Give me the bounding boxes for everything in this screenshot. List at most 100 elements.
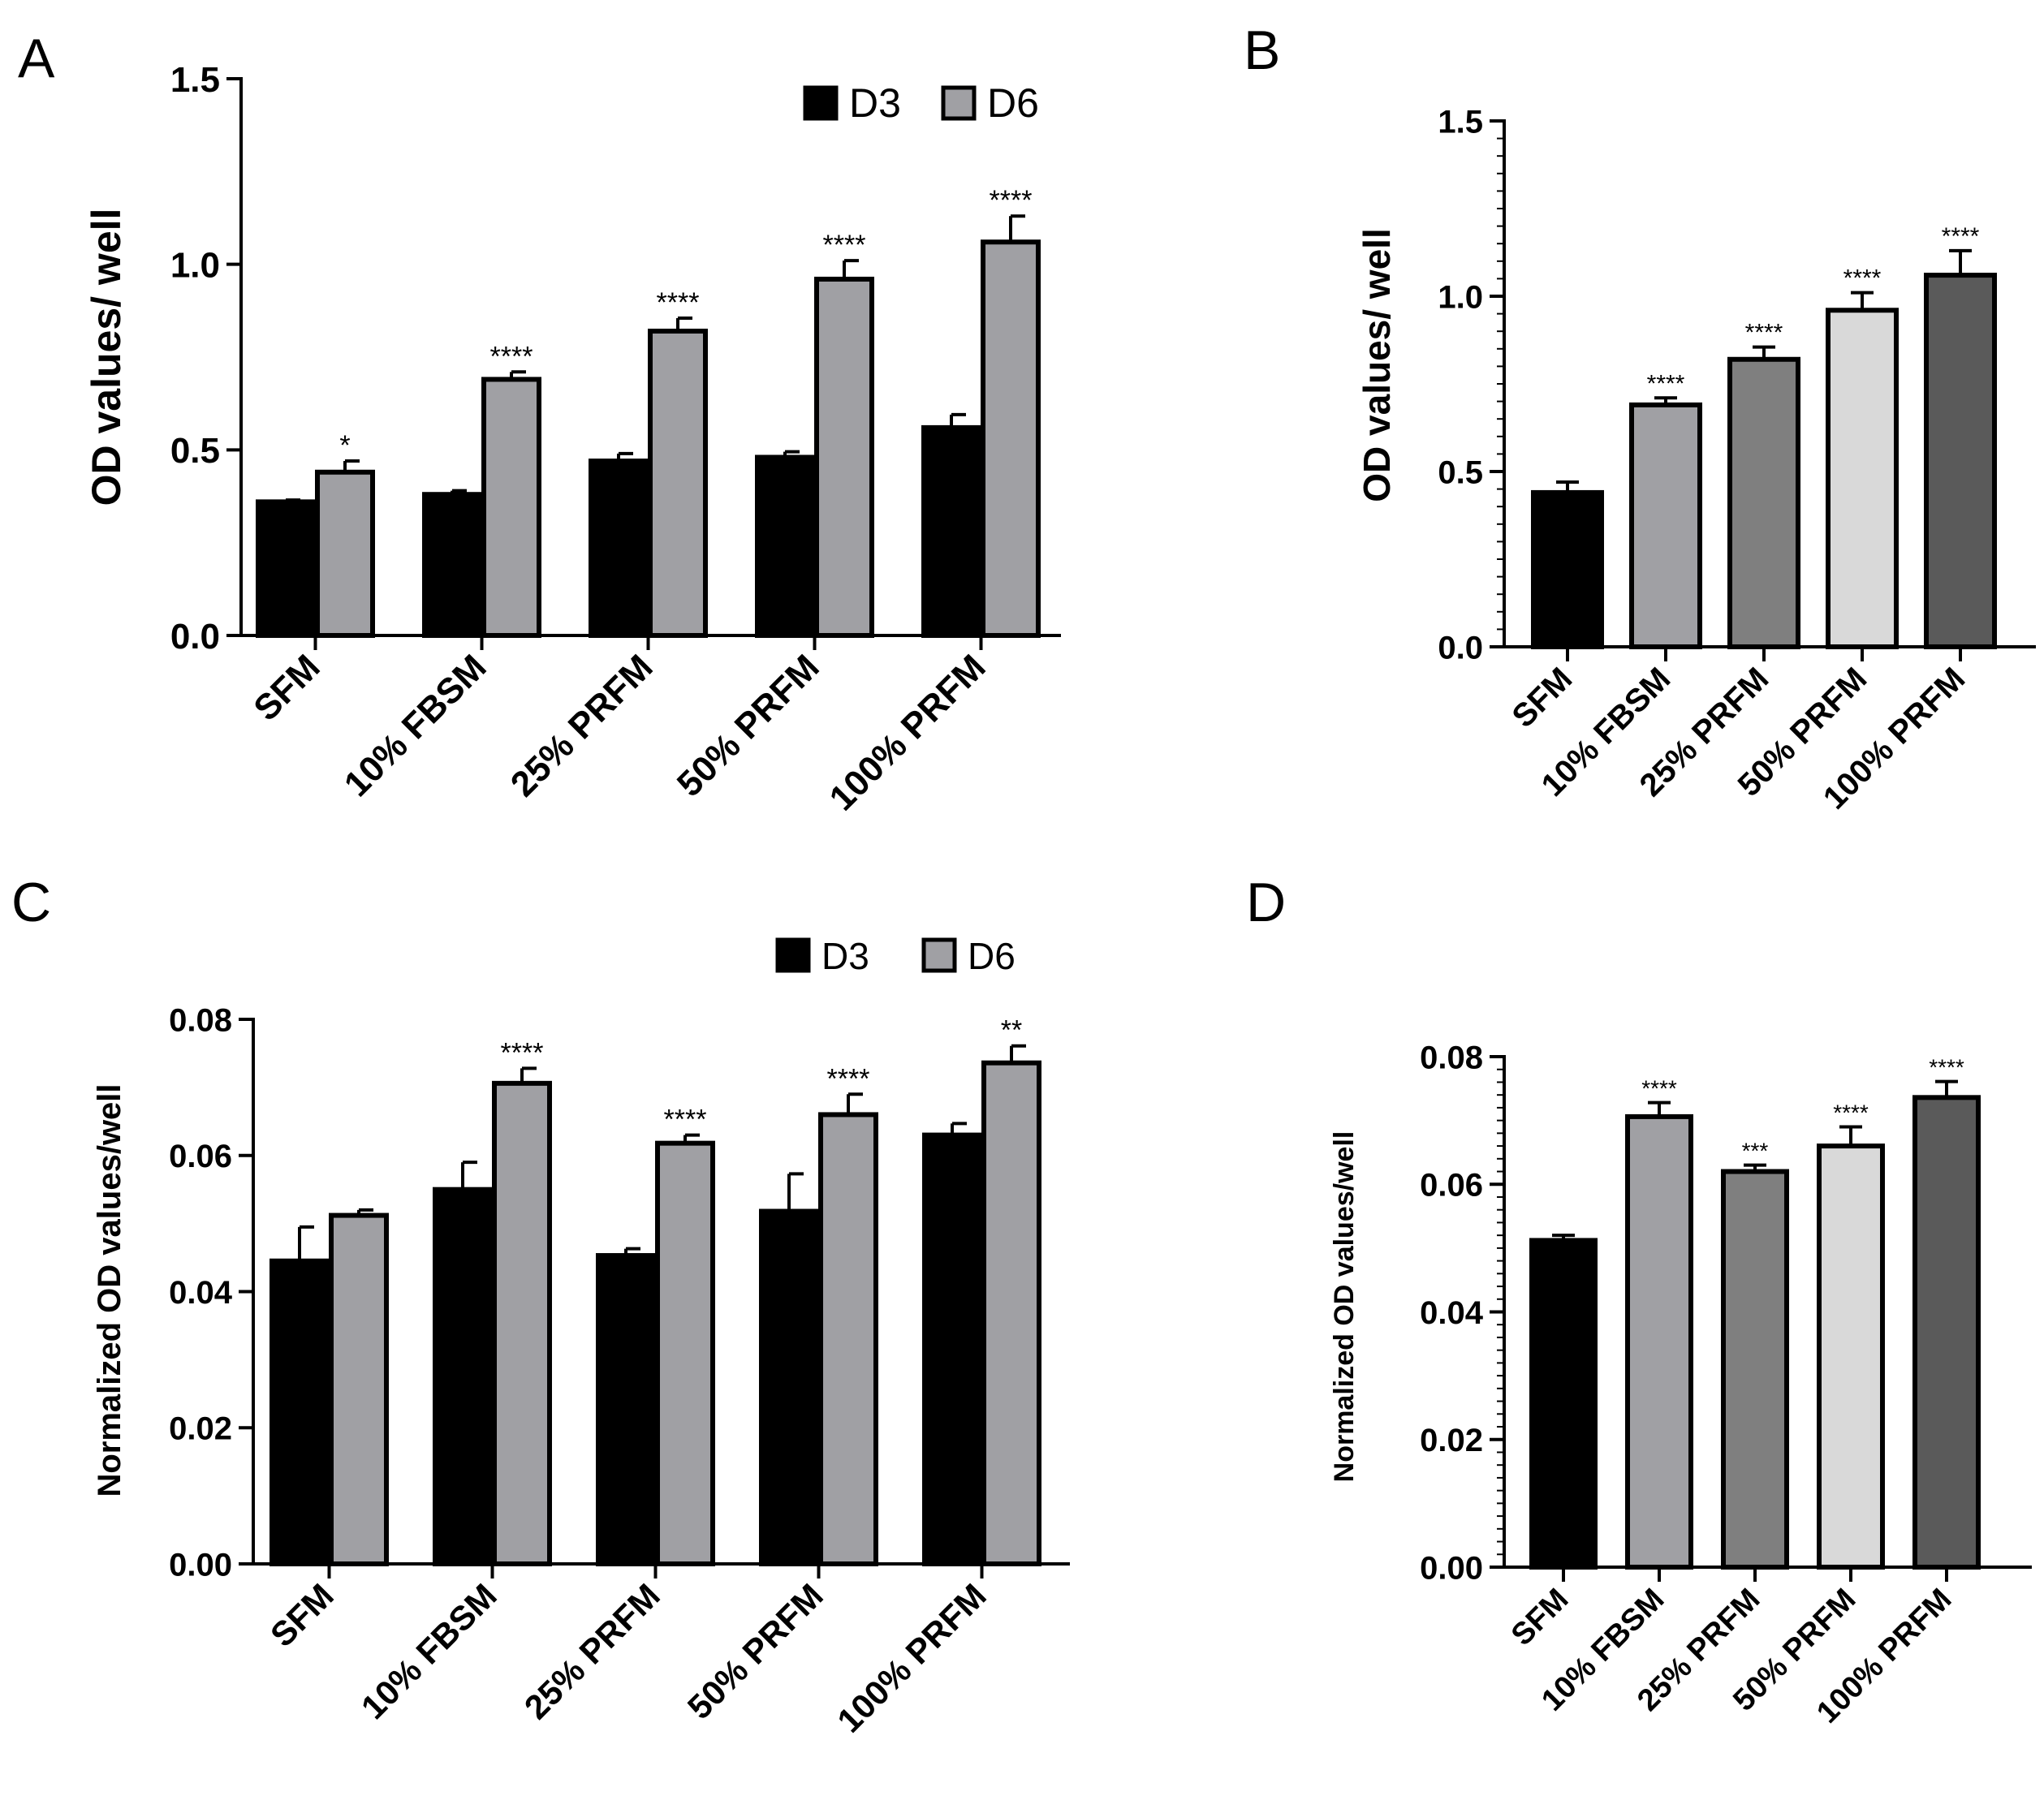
- bar: [1529, 1238, 1598, 1570]
- y-tick-label: 0.5: [170, 431, 220, 471]
- y-tick-label: 0.02: [169, 1411, 232, 1447]
- y-tick-label: 0.08: [1420, 1040, 1483, 1075]
- significance-label: ****: [501, 1037, 544, 1068]
- significance-label: ****: [657, 287, 700, 318]
- x-tick-label: 25% PRFM: [503, 647, 661, 804]
- bar-d3: [921, 424, 981, 638]
- legend-swatch-d3: [775, 937, 811, 973]
- x-tick-label: SFM: [1506, 661, 1580, 734]
- x-tick-label: 100% PRFM: [822, 647, 994, 818]
- bar-d6: [818, 1112, 878, 1567]
- panel-letter: A: [18, 28, 55, 89]
- bar-d6: [648, 328, 708, 638]
- significance-label: ****: [1745, 320, 1783, 347]
- legend: D3 D6: [803, 80, 1039, 126]
- legend-swatch-d6: [941, 85, 977, 121]
- y-tick-label: 1.0: [170, 246, 220, 286]
- panel-letter: B: [1244, 19, 1280, 81]
- y-tick-label: 0.5: [1438, 454, 1483, 490]
- y-tick-label: 0.08: [169, 1002, 232, 1038]
- significance-label: *: [339, 430, 350, 461]
- bar: [1625, 1113, 1693, 1570]
- significance-label: ****: [1942, 223, 1980, 250]
- panel-letter: C: [11, 872, 51, 933]
- x-tick-label: SFM: [246, 647, 327, 728]
- y-tick-label: 0.06: [169, 1139, 232, 1174]
- y-axis-label: OD values/ well: [84, 209, 129, 506]
- x-tick-label: 10% FBSM: [337, 647, 494, 804]
- y-tick-label: 0.04: [169, 1275, 233, 1311]
- y-axis-label: Normalized OD values/well: [1329, 1131, 1360, 1483]
- bar: [1721, 1169, 1789, 1570]
- bar-d3: [755, 454, 815, 638]
- legend-label-d6: D6: [968, 935, 1016, 977]
- significance-label: ****: [490, 341, 533, 372]
- bar-d6: [655, 1140, 715, 1566]
- y-tick-label: 0.06: [1420, 1168, 1483, 1204]
- bar: [1629, 402, 1702, 649]
- bar-d3: [270, 1258, 330, 1566]
- legend-label-d3: D3: [821, 935, 869, 977]
- bar-d6: [981, 239, 1041, 638]
- bar: [1531, 489, 1604, 649]
- legend-swatch-d3: [803, 85, 839, 121]
- bar: [1826, 308, 1899, 649]
- x-tick-label: 100% PRFM: [830, 1576, 994, 1740]
- y-tick-label: 1.0: [1438, 279, 1483, 315]
- y-tick-label: 1.5: [1438, 104, 1483, 140]
- significance-label: ****: [827, 1063, 870, 1094]
- bar-d3: [433, 1187, 493, 1566]
- bar: [1912, 1095, 1981, 1570]
- significance-label: ****: [1833, 1100, 1869, 1125]
- legend-label-d3: D3: [849, 80, 901, 126]
- x-tick-label: SFM: [263, 1576, 341, 1654]
- y-tick-label: 0.02: [1420, 1423, 1483, 1458]
- y-tick-label: 0.00: [1420, 1550, 1483, 1586]
- bar-d3: [589, 459, 649, 639]
- significance-label: ****: [1929, 1055, 1964, 1080]
- bar: [1924, 273, 1997, 649]
- y-tick-label: 0.0: [170, 617, 220, 657]
- legend: D3 D6: [775, 935, 1016, 977]
- significance-label: ****: [664, 1105, 707, 1135]
- significance-label: ****: [990, 185, 1033, 216]
- significance-label: ****: [1641, 1076, 1677, 1101]
- y-tick-label: 1.5: [170, 60, 220, 100]
- bar-d6: [329, 1212, 389, 1567]
- bar-d3: [922, 1132, 982, 1566]
- bar-d6: [481, 377, 541, 638]
- x-tick-label: 50% PRFM: [680, 1576, 830, 1726]
- panel-c: C Normalized OD values/well 0.00 0.02 0.04 0.…: [11, 872, 1070, 1740]
- significance-label: ****: [1647, 370, 1685, 397]
- panel-a: A OD values/ well 0.0 0.5 1.0 1.5 * SFM **** 10% …: [18, 28, 1061, 818]
- bar: [1817, 1143, 1885, 1570]
- bar-d3: [596, 1253, 656, 1566]
- significance-label: ****: [1843, 265, 1882, 292]
- y-axis-label: OD values/ well: [1356, 228, 1398, 502]
- bar-d6: [981, 1060, 1041, 1567]
- panel-letter: D: [1246, 872, 1286, 933]
- x-tick-label: 50% PRFM: [670, 647, 827, 804]
- bar: [1727, 356, 1800, 649]
- significance-label: **: [1001, 1015, 1022, 1046]
- bar-d6: [814, 276, 874, 638]
- legend-label-d6: D6: [987, 80, 1039, 126]
- x-tick-label: 25% PRFM: [517, 1576, 667, 1726]
- bar-d6: [315, 469, 375, 638]
- y-axis-label: Normalized OD values/well: [92, 1083, 127, 1497]
- bar-d3: [422, 492, 482, 638]
- y-tick-label: 0.00: [169, 1547, 232, 1583]
- y-tick-label: 0.0: [1438, 630, 1483, 665]
- x-tick-label: 10% FBSM: [354, 1576, 504, 1726]
- x-tick-label: SFM: [1505, 1583, 1575, 1652]
- bar-d3: [759, 1208, 819, 1566]
- bar-d6: [492, 1080, 552, 1566]
- bar-d3: [256, 499, 316, 638]
- significance-label: ***: [1742, 1139, 1769, 1164]
- legend-swatch-d6: [921, 937, 957, 973]
- panel-d: D Normalized OD values/well 0.00 0.02 0.04 0.…: [1246, 872, 2032, 1730]
- y-tick-label: 0.04: [1420, 1295, 1484, 1331]
- significance-label: ****: [823, 230, 866, 261]
